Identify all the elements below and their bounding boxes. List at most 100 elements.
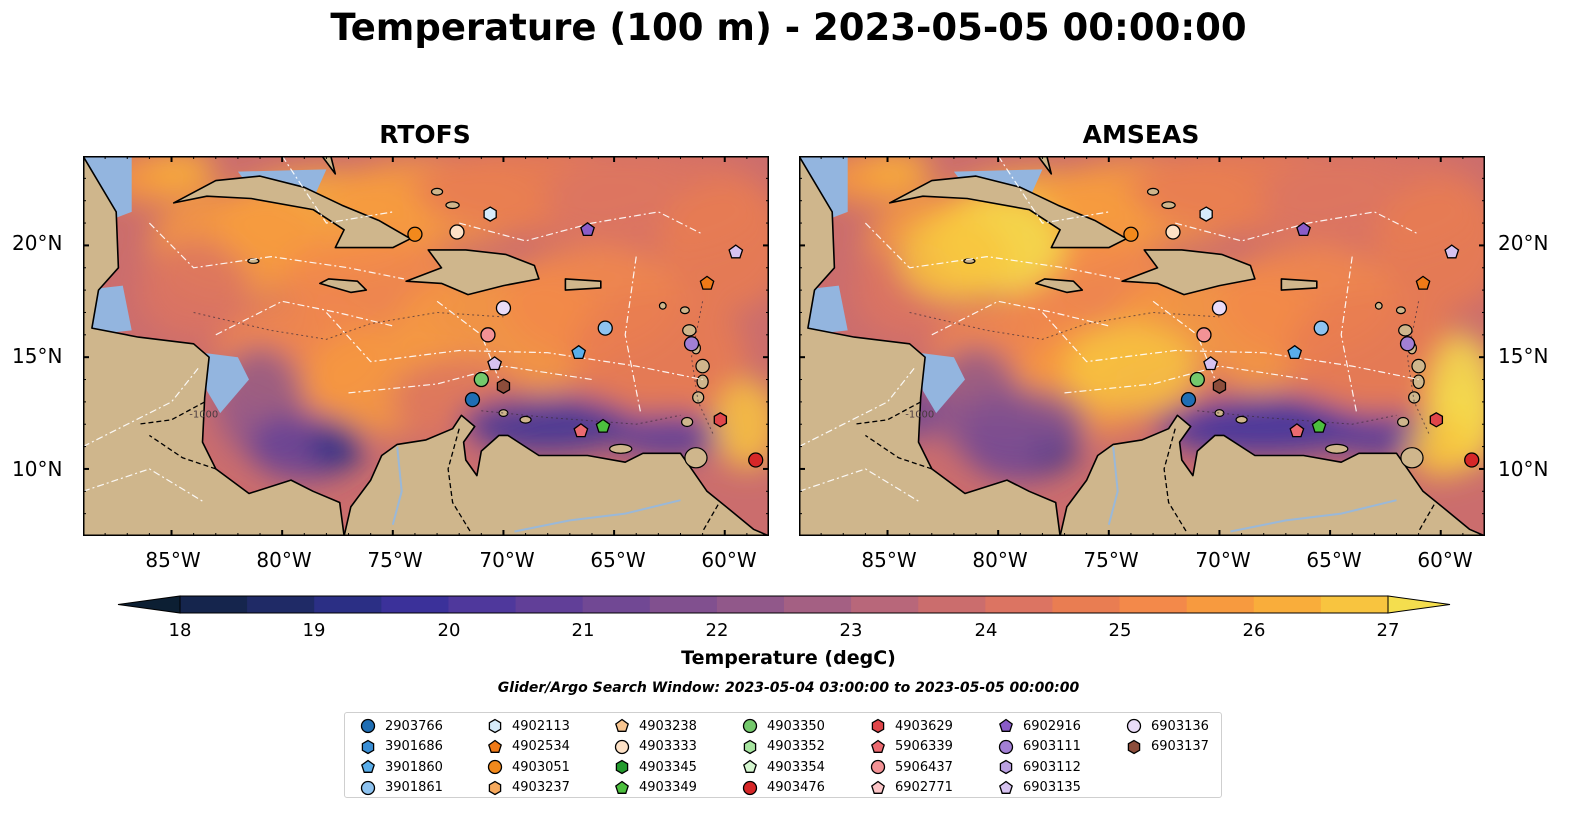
legend-marker [999, 780, 1013, 794]
float-marker-6902916 [1296, 221, 1311, 237]
legend-marker [742, 718, 758, 734]
legend-marker [615, 718, 629, 732]
legend-item: 4903350 [741, 717, 825, 735]
legend-marker [488, 780, 502, 795]
lon-label: 80°W [256, 548, 312, 572]
colorbar-bin [381, 596, 450, 613]
float-marker-4903476 [748, 452, 764, 468]
float-marker-6903136 [1211, 300, 1228, 316]
legend-marker [488, 739, 502, 753]
legend-marker [360, 780, 376, 795]
legend-item: 3901861 [359, 779, 443, 797]
lon-label: 65°W [590, 548, 646, 572]
shelf-area [202, 352, 249, 414]
country-border [1418, 504, 1435, 532]
legend-item: 4903333 [613, 738, 697, 756]
landmass [1121, 249, 1256, 296]
legend-marker-icon [361, 759, 375, 773]
legend-marker-icon [1126, 718, 1142, 734]
island [1374, 301, 1383, 310]
legend-marker-icon [999, 780, 1013, 794]
island [1161, 201, 1176, 210]
eez-boundary [348, 365, 593, 394]
legend-marker [614, 739, 630, 754]
float-marker-4903629 [713, 412, 728, 428]
legend-marker-icon [742, 718, 758, 734]
legend-item: 4903349 [613, 779, 697, 797]
float-marker-6903135 [1203, 356, 1219, 371]
legend-label: 4903354 [767, 759, 825, 775]
legend-marker [871, 780, 885, 794]
legend-marker-icon [999, 759, 1013, 775]
colorbar-label: Temperature (degC) [681, 647, 896, 669]
temperature-patch [898, 211, 1010, 302]
island [1400, 447, 1424, 469]
contour-label: -1000 [189, 410, 218, 421]
country-border [854, 401, 922, 425]
river [514, 499, 681, 533]
colorbar-tick: 23 [839, 620, 863, 641]
amseas-map-panel[interactable]: -1000 [799, 156, 1485, 536]
island [1408, 391, 1421, 404]
colorbar-bin [784, 596, 852, 613]
isobath-contour [909, 311, 1220, 340]
landmass [1035, 278, 1084, 294]
legend-item: 6903135 [997, 779, 1081, 797]
legend-marker-icon [742, 780, 758, 795]
eez-boundary [799, 368, 915, 448]
lat-label: 15°N [1498, 344, 1549, 368]
legend-marker-icon [488, 780, 502, 795]
rtofs-map-panel[interactable]: -1000 [83, 156, 769, 536]
lat-label: 10°N [12, 457, 63, 481]
float-marker-4903051 [407, 226, 423, 242]
lon-label: 60°W [701, 548, 757, 572]
legend-item: 4903345 [613, 758, 697, 776]
float-marker-2903766 [464, 391, 481, 408]
colorbar-bin [1320, 596, 1389, 613]
temperature-patch [865, 156, 932, 194]
isobath-contour [193, 311, 504, 340]
float-marker-6903135 [1444, 244, 1460, 259]
colorbar-bin [314, 596, 382, 613]
float-marker-4903349 [595, 418, 611, 433]
temperature-patch [658, 178, 769, 313]
isobath-contour [1406, 301, 1431, 436]
temperature-patch [713, 379, 769, 469]
legend-item: 6902916 [997, 717, 1081, 735]
float-marker-3901860 [1287, 344, 1303, 360]
legend-marker [361, 759, 375, 773]
legend-marker-icon [488, 718, 502, 734]
eez-boundary [799, 468, 922, 504]
colorbar-bin [716, 596, 785, 613]
legend-marker-icon [615, 718, 629, 732]
float-marker-5906437 [480, 327, 496, 343]
temperature-patch [953, 388, 1087, 460]
lon-label: 70°W [1195, 548, 1251, 572]
legend-item: 6903137 [1125, 738, 1209, 756]
eez-boundary [1175, 211, 1419, 242]
float-marker-4903051 [1123, 226, 1139, 242]
colorbar-bin [649, 596, 718, 613]
legend-item: 4903237 [486, 779, 570, 797]
landmass [1037, 156, 1053, 175]
legend-marker [1126, 718, 1142, 734]
lon-label: 65°W [1306, 548, 1362, 572]
float-marker-6903111 [1399, 336, 1416, 352]
map-frame [83, 156, 769, 536]
colorbar-bin [1052, 596, 1121, 613]
float-marker-4903350 [473, 371, 489, 388]
legend-marker [487, 759, 503, 775]
legend-item: 4903629 [869, 717, 953, 735]
float-marker-4903350 [1189, 371, 1205, 388]
colorbar-tick: 18 [168, 620, 192, 641]
lon-label: 60°W [1417, 548, 1473, 572]
lon-label: 85°W [861, 548, 917, 572]
country-border [702, 504, 719, 532]
legend-marker-icon [743, 739, 757, 754]
float-marker-4903333 [449, 224, 465, 240]
search-window-text: Glider/Argo Search Window: 2023-05-04 03… [497, 680, 1080, 696]
temperature-patch [149, 156, 216, 194]
float-marker-6903136 [495, 300, 512, 316]
island [684, 447, 708, 469]
river [391, 446, 403, 526]
